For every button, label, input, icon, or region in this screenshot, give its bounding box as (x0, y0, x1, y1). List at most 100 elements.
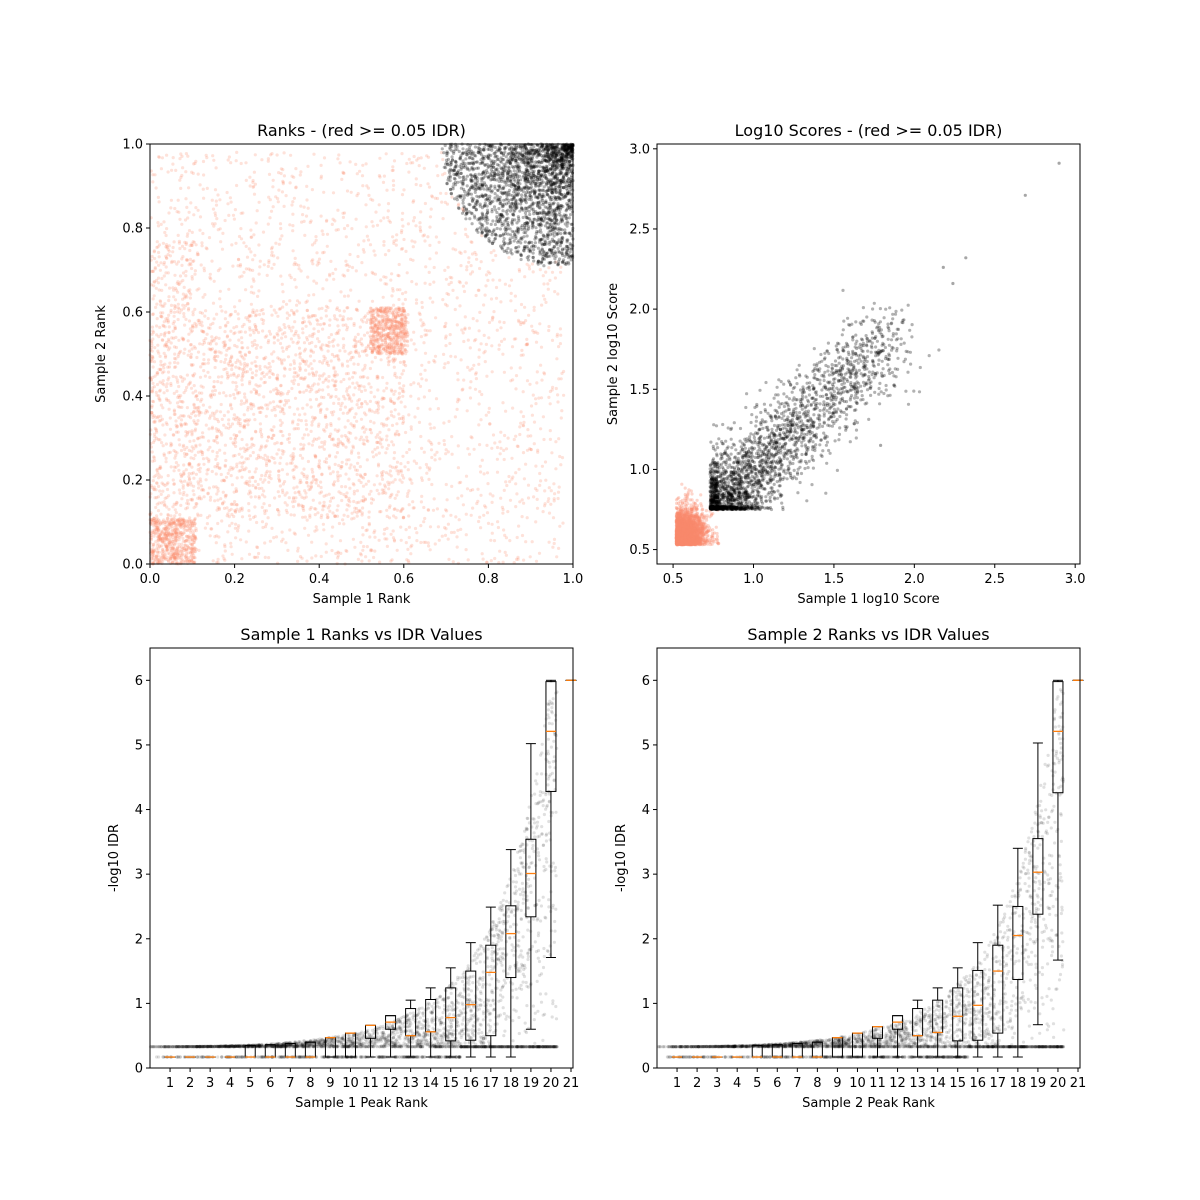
data-point (157, 550, 161, 554)
data-point (211, 449, 215, 453)
data-point (370, 360, 374, 364)
data-point (299, 442, 303, 446)
data-point (251, 344, 255, 348)
data-point (287, 436, 291, 440)
data-point (373, 253, 377, 257)
data-point (460, 328, 464, 332)
data-point (208, 272, 212, 276)
data-point (157, 155, 161, 159)
data-point (187, 556, 191, 560)
data-point (205, 186, 209, 190)
data-point (156, 195, 160, 199)
data-point (452, 530, 456, 535)
data-point (151, 459, 155, 463)
data-point (464, 512, 468, 516)
data-point (363, 400, 367, 404)
data-point (381, 491, 385, 495)
data-point (235, 345, 239, 349)
data-point (392, 337, 396, 341)
data-point (287, 440, 291, 444)
data-point (322, 500, 326, 504)
data-point (286, 437, 290, 441)
data-point (253, 360, 257, 364)
data-point (424, 378, 428, 382)
data-point (183, 479, 187, 483)
data-point (369, 385, 373, 389)
data-point (202, 462, 206, 466)
data-point (461, 331, 465, 335)
data-point (189, 201, 193, 205)
data-point (197, 482, 201, 486)
data-point (234, 388, 238, 392)
data-point (188, 546, 192, 550)
data-point (244, 457, 248, 461)
data-point (538, 483, 542, 487)
data-point (348, 252, 352, 257)
data-point (479, 260, 483, 264)
data-point (208, 375, 212, 379)
data-point (507, 474, 511, 479)
data-point (158, 555, 162, 559)
data-point (380, 445, 384, 449)
data-point (308, 220, 312, 225)
data-point (361, 184, 365, 188)
data-point (388, 311, 392, 315)
data-point (393, 496, 397, 500)
data-point (238, 367, 242, 371)
data-point (414, 182, 418, 187)
data-point (302, 341, 307, 345)
data-point (477, 519, 481, 524)
data-point (296, 382, 301, 387)
data-point (160, 550, 164, 554)
data-point (372, 421, 376, 425)
data-point (384, 327, 388, 332)
data-point (467, 260, 471, 264)
data-point (321, 327, 325, 331)
data-point (167, 522, 171, 526)
data-point (525, 262, 529, 266)
data-point (364, 482, 368, 486)
data-point (472, 447, 476, 451)
data-point (242, 413, 246, 417)
data-point (313, 314, 317, 318)
data-point (548, 389, 553, 394)
data-point (226, 471, 230, 475)
data-point (155, 382, 160, 387)
data-point (294, 167, 298, 171)
data-point (305, 308, 309, 312)
data-point (291, 500, 295, 504)
data-point (471, 488, 475, 492)
data-point (428, 525, 433, 529)
data-point (247, 502, 251, 506)
data-point (526, 496, 531, 500)
data-point (388, 464, 392, 468)
data-point (240, 437, 244, 442)
data-point (213, 358, 217, 362)
data-point (162, 391, 166, 395)
data-point (313, 513, 317, 517)
data-point (434, 251, 438, 255)
data-point (222, 423, 226, 427)
data-point (514, 434, 518, 438)
data-point (339, 380, 343, 384)
data-point (450, 452, 454, 456)
data-point (232, 413, 236, 417)
data-point (252, 170, 256, 174)
data-point (178, 519, 182, 523)
data-point (541, 294, 546, 298)
data-point (247, 529, 251, 533)
data-point (281, 409, 285, 413)
data-point (184, 554, 188, 559)
data-point (237, 338, 241, 342)
data-point (441, 157, 445, 162)
data-point (270, 250, 274, 254)
data-point (196, 350, 201, 354)
data-point (446, 265, 450, 269)
data-point (229, 161, 233, 165)
data-point (253, 555, 257, 560)
data-point (413, 415, 417, 419)
data-point (317, 340, 321, 344)
data-point (298, 376, 303, 380)
data-point (275, 452, 279, 456)
data-point (213, 188, 218, 192)
